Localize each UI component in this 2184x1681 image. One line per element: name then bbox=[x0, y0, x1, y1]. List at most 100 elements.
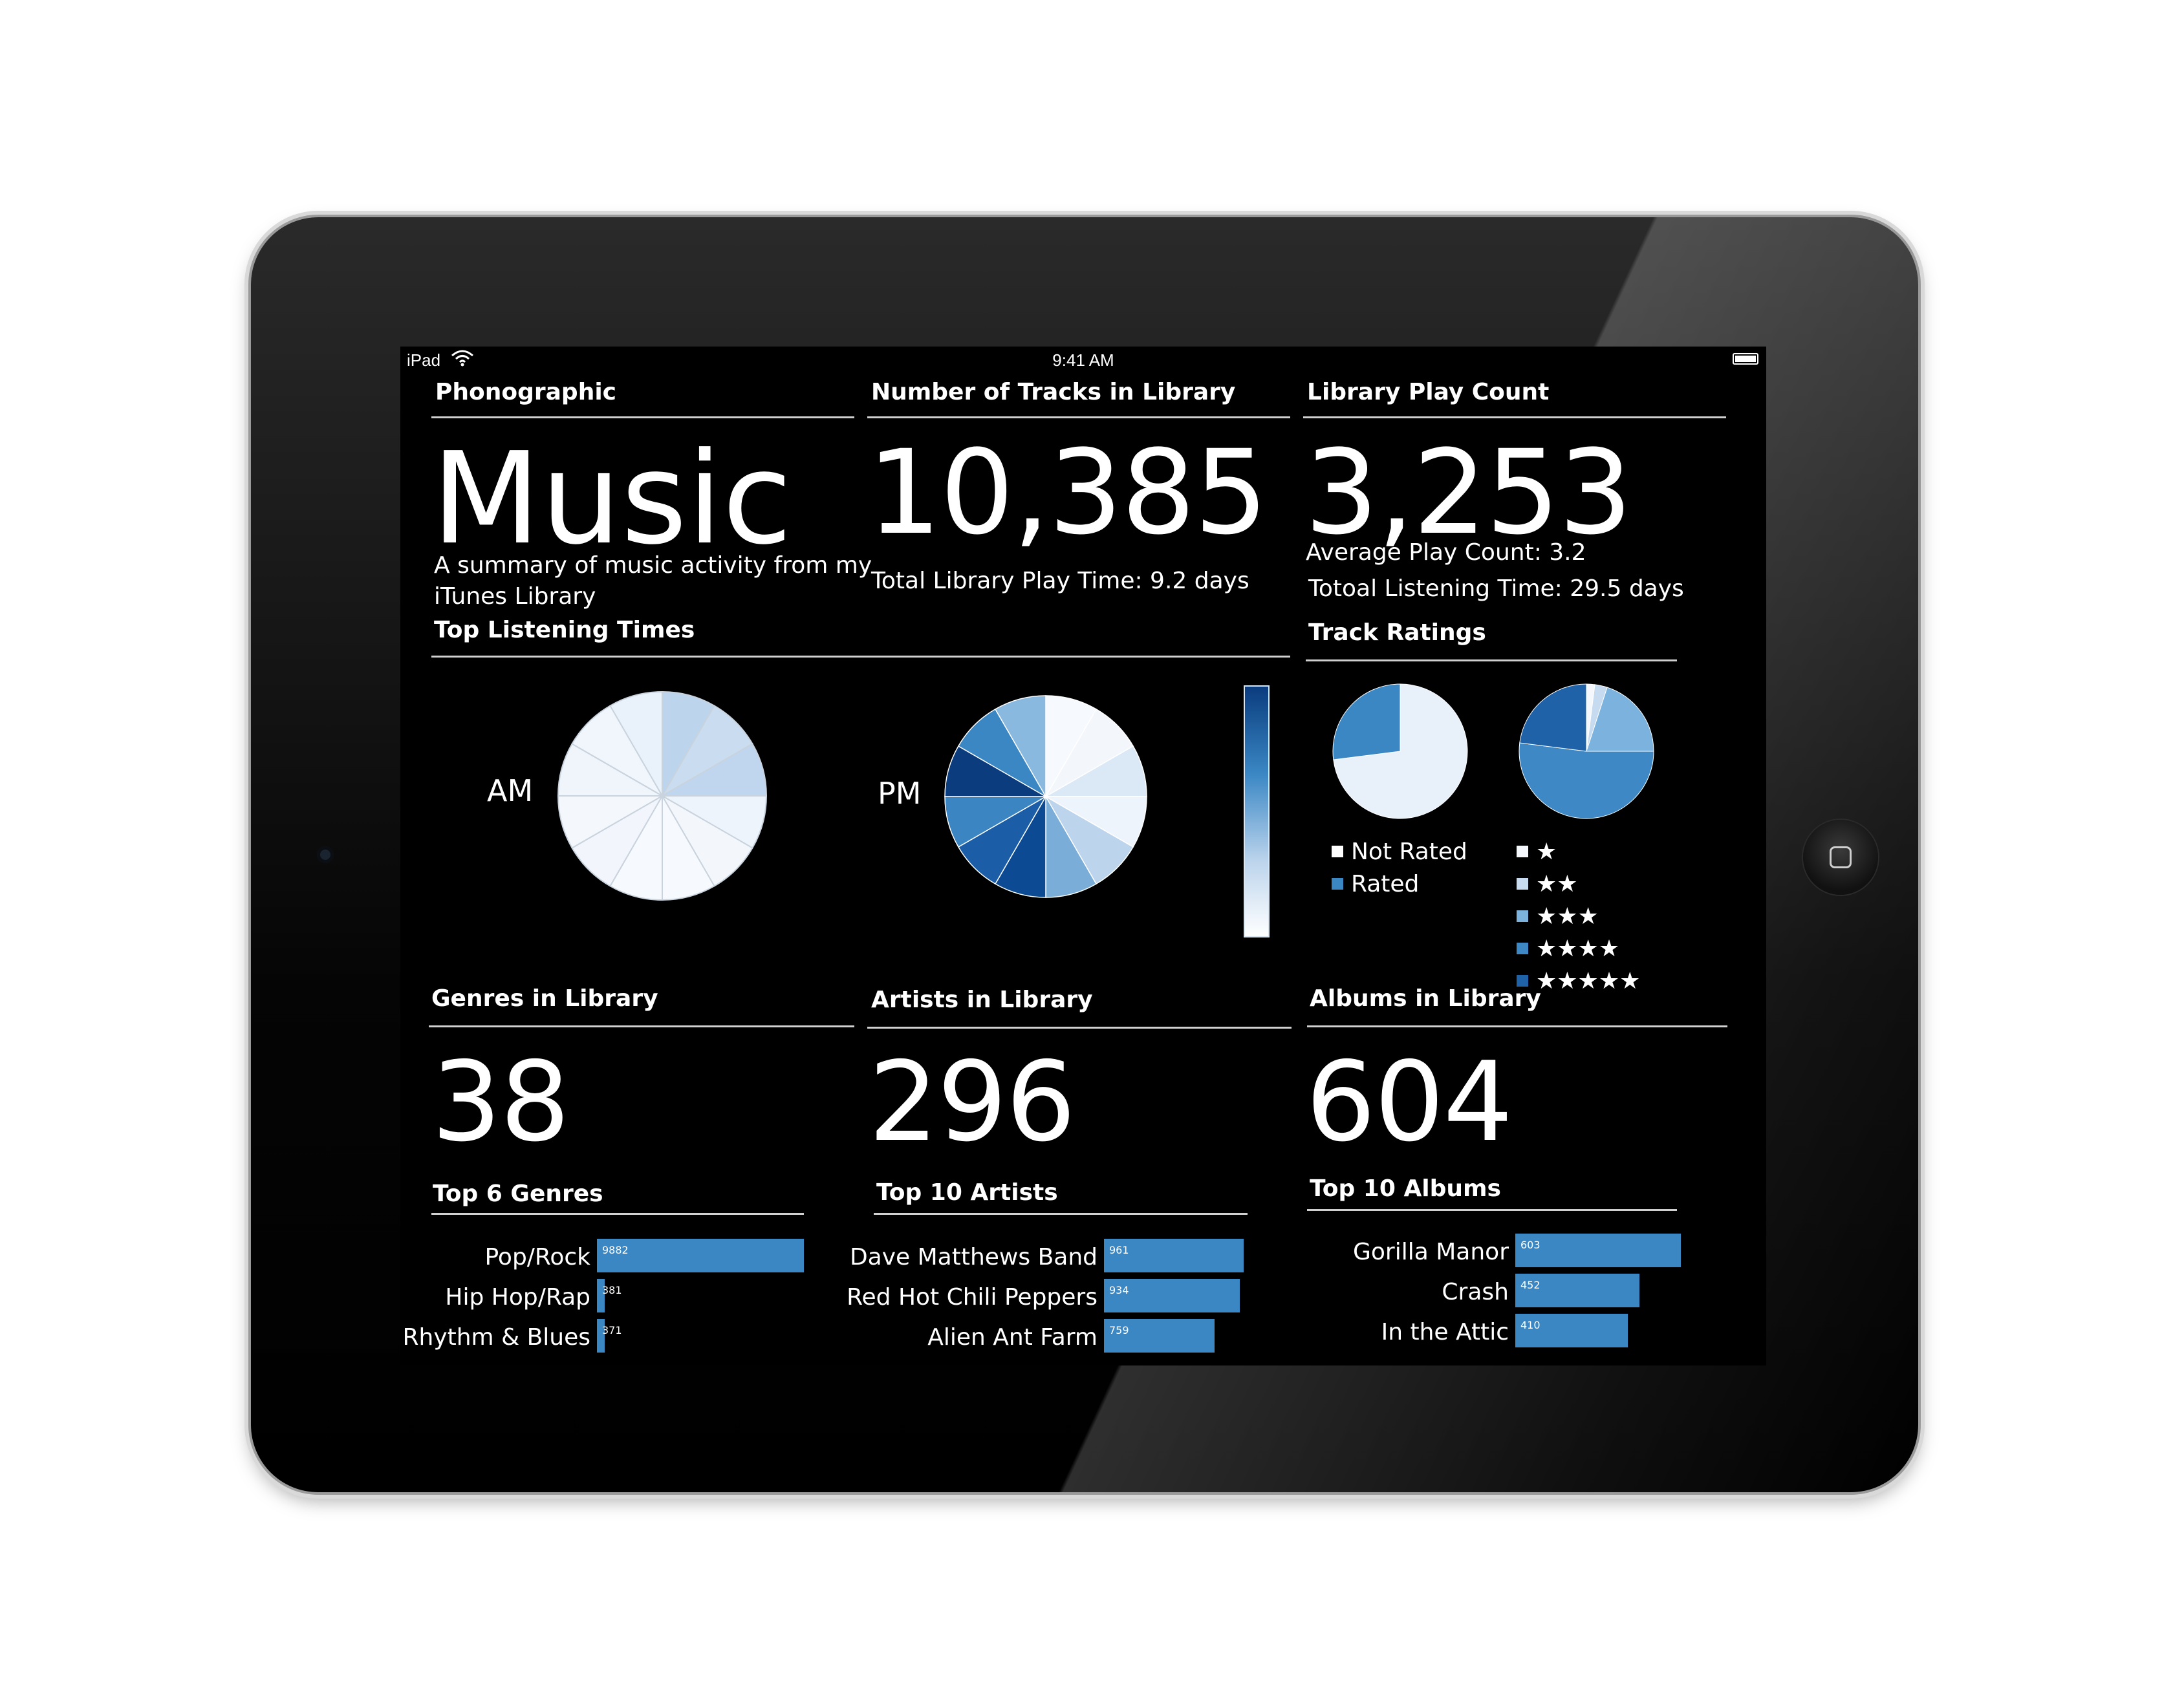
pm-label: PM bbox=[878, 776, 922, 811]
rated-pie-chart bbox=[1332, 683, 1468, 819]
ratings-rule bbox=[1306, 659, 1677, 661]
albums-label-1: Crash bbox=[1442, 1279, 1509, 1305]
albums-bar-0 bbox=[1515, 1234, 1681, 1267]
stars-legend-label-2: ★★★ bbox=[1536, 903, 1599, 930]
genres-row-1: Hip Hop/Rap bbox=[400, 1279, 590, 1312]
stars-legend-item-4: ★★★★★ bbox=[1517, 965, 1640, 997]
artists-value-0: 961 bbox=[1109, 1244, 1129, 1256]
tracks-play-time: Total Library Play Time: 9.2 days bbox=[871, 568, 1249, 594]
stars-legend-label-0: ★ bbox=[1536, 838, 1557, 865]
artists-row-1: Red Hot Chili Peppers bbox=[709, 1279, 1097, 1312]
hero-word: Music bbox=[431, 425, 792, 573]
artists-count: 296 bbox=[869, 1038, 1076, 1166]
artists-rule bbox=[867, 1027, 1292, 1029]
stars-legend-label-3: ★★★★ bbox=[1536, 935, 1620, 962]
app-title-rule bbox=[431, 416, 854, 418]
genres-value-2: 371 bbox=[602, 1324, 622, 1336]
camera-icon bbox=[317, 846, 334, 863]
artists-title: Artists in Library bbox=[871, 987, 1093, 1013]
genres-label-0: Pop/Rock bbox=[484, 1244, 591, 1270]
genres-row-0: Pop/Rock bbox=[400, 1239, 591, 1272]
albums-value-2: 410 bbox=[1520, 1319, 1541, 1331]
stars-legend-item-1: ★★ bbox=[1517, 868, 1640, 900]
rated-legend-label-0: Not Rated bbox=[1351, 838, 1467, 865]
albums-count: 604 bbox=[1306, 1038, 1513, 1166]
wifi-icon bbox=[451, 350, 473, 367]
tracks-rule bbox=[867, 416, 1290, 418]
genres-value-0: 9882 bbox=[602, 1244, 629, 1256]
home-button[interactable] bbox=[1803, 820, 1878, 895]
artists-value-2: 759 bbox=[1109, 1324, 1129, 1336]
albums-row-1: Crash bbox=[1121, 1274, 1509, 1307]
albums-bar-1 bbox=[1515, 1274, 1639, 1307]
genres-bar-2 bbox=[597, 1319, 605, 1353]
pm-pie-chart bbox=[944, 695, 1147, 898]
artists-subtitle-rule bbox=[874, 1213, 1248, 1215]
ratings-title: Track Ratings bbox=[1308, 619, 1486, 646]
battery-icon bbox=[1733, 353, 1758, 365]
rated-legend: Not Rated Rated bbox=[1332, 835, 1467, 900]
albums-bar-2 bbox=[1515, 1314, 1628, 1347]
genres-subtitle: Top 6 Genres bbox=[433, 1181, 603, 1207]
home-square-icon bbox=[1830, 846, 1852, 868]
total-listening-time: Totoal Listening Time: 29.5 days bbox=[1308, 575, 1684, 602]
albums-value-0: 603 bbox=[1520, 1239, 1541, 1251]
stars-legend-swatch-2 bbox=[1517, 910, 1528, 922]
stars-pie-chart bbox=[1519, 683, 1654, 819]
pm-pie-slice-11 bbox=[994, 695, 1046, 798]
genres-value-1: 381 bbox=[602, 1284, 622, 1296]
playcount-value: 3,253 bbox=[1304, 425, 1632, 561]
playcount-title: Library Play Count bbox=[1307, 379, 1550, 405]
artists-value-1: 934 bbox=[1109, 1284, 1129, 1296]
color-scale-legend bbox=[1244, 685, 1270, 937]
stars-pie-slice-2 bbox=[1586, 687, 1654, 752]
rated-legend-swatch-1 bbox=[1332, 878, 1343, 890]
listening-title: Top Listening Times bbox=[434, 617, 695, 643]
albums-subtitle: Top 10 Albums bbox=[1310, 1175, 1501, 1202]
app-title: Phonographic bbox=[435, 379, 617, 405]
genres-subtitle-rule bbox=[431, 1213, 804, 1215]
playcount-rule bbox=[1303, 416, 1726, 418]
rated-legend-item-0: Not Rated bbox=[1332, 835, 1467, 868]
artists-row-0: Dave Matthews Band bbox=[709, 1239, 1097, 1272]
rated-legend-label-1: Rated bbox=[1351, 870, 1420, 897]
artists-label-0: Dave Matthews Band bbox=[849, 1244, 1097, 1270]
albums-row-0: Gorilla Manor bbox=[1121, 1234, 1509, 1267]
albums-value-1: 452 bbox=[1520, 1279, 1541, 1291]
am-pie-chart bbox=[557, 691, 768, 901]
genres-bar-0 bbox=[597, 1239, 804, 1272]
genres-count: 38 bbox=[431, 1038, 570, 1166]
albums-label-2: In the Attic bbox=[1381, 1319, 1509, 1345]
am-label: AM bbox=[487, 773, 534, 808]
genres-title: Genres in Library bbox=[431, 985, 658, 1012]
tracks-count: 10,385 bbox=[867, 425, 1268, 561]
hero-description-line1: A summary of music activity from my bbox=[434, 552, 872, 579]
artists-bar-0 bbox=[1104, 1239, 1244, 1272]
genres-bar-1 bbox=[597, 1279, 605, 1312]
stars-legend-swatch-1 bbox=[1517, 878, 1528, 890]
albums-subtitle-rule bbox=[1307, 1209, 1677, 1211]
dashboard-screen: iPad 9:41 AM Phonographic Music A summar… bbox=[400, 347, 1766, 1365]
stars-legend-item-3: ★★★★ bbox=[1517, 932, 1640, 965]
artists-label-1: Red Hot Chili Peppers bbox=[847, 1284, 1097, 1311]
albums-rule bbox=[1307, 1025, 1727, 1027]
artists-row-2: Alien Ant Farm bbox=[709, 1319, 1097, 1353]
rated-legend-swatch-0 bbox=[1332, 846, 1343, 857]
stars-legend: ★ ★★ ★★★ ★★★★ ★★★★★ bbox=[1517, 835, 1640, 997]
stars-legend-swatch-4 bbox=[1517, 975, 1528, 987]
stars-legend-item-0: ★ bbox=[1517, 835, 1640, 868]
albums-row-2: In the Attic bbox=[1121, 1314, 1509, 1347]
hero-description-line2: iTunes Library bbox=[434, 583, 596, 610]
albums-title: Albums in Library bbox=[1310, 985, 1541, 1012]
stars-legend-label-4: ★★★★★ bbox=[1536, 967, 1641, 994]
stars-legend-swatch-3 bbox=[1517, 943, 1528, 954]
listening-rule bbox=[431, 656, 1290, 658]
am-pie-slice-11 bbox=[609, 691, 663, 798]
stars-pie-slice-3 bbox=[1519, 742, 1654, 819]
albums-label-0: Gorilla Manor bbox=[1353, 1239, 1509, 1265]
rated-legend-item-1: Rated bbox=[1332, 868, 1467, 900]
stars-legend-label-1: ★★ bbox=[1536, 870, 1578, 897]
status-device-name: iPad bbox=[407, 350, 441, 370]
artists-bar-2 bbox=[1104, 1319, 1215, 1353]
genres-rule bbox=[429, 1025, 854, 1027]
